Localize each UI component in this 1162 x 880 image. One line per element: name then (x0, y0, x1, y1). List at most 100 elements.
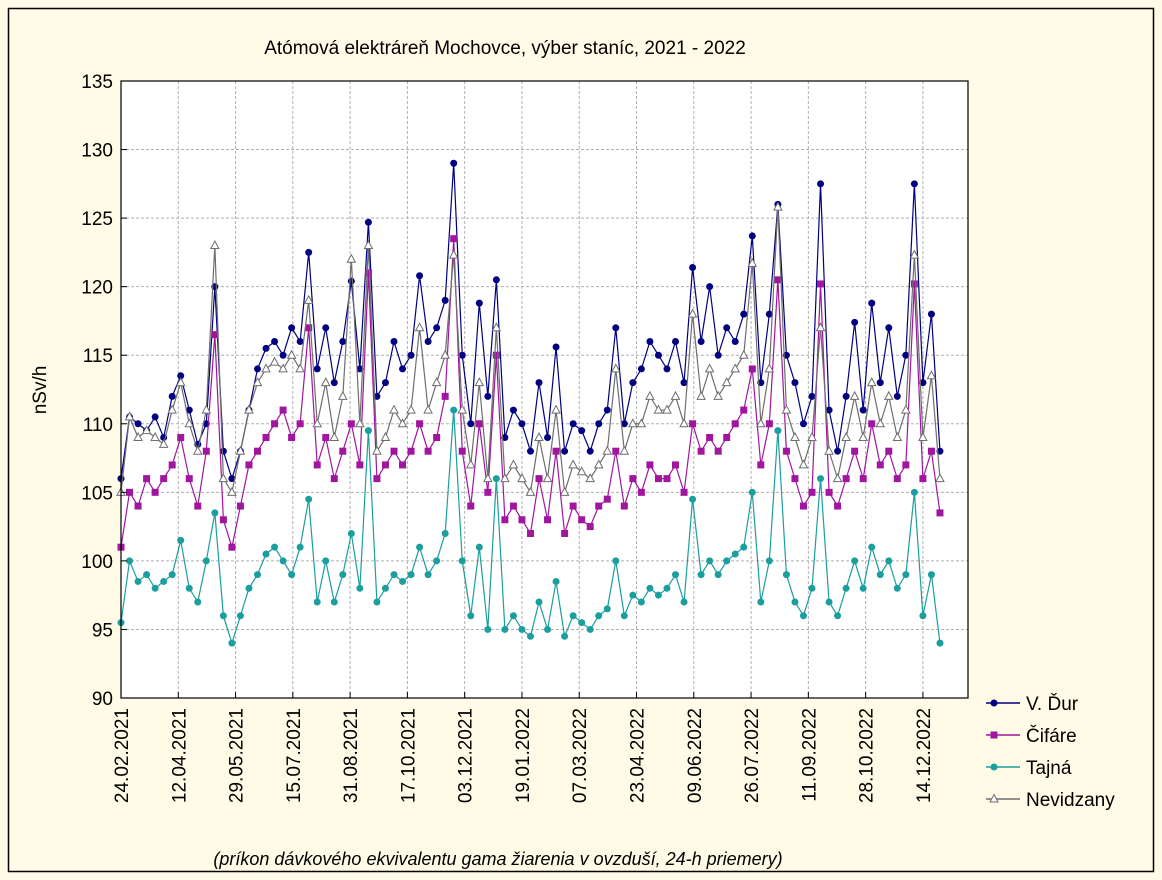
point (185, 475, 193, 483)
point (808, 488, 816, 496)
point (406, 404, 416, 414)
point (364, 427, 372, 435)
point (501, 516, 509, 524)
point (228, 543, 236, 551)
point (134, 420, 142, 428)
point (399, 577, 407, 585)
point (364, 269, 372, 277)
point (509, 406, 517, 414)
point (919, 379, 927, 387)
point (312, 418, 323, 428)
point (262, 344, 270, 352)
x-tick-label: 14.12.2022 (914, 708, 935, 803)
point (542, 473, 553, 483)
point (696, 390, 706, 400)
point (322, 557, 330, 565)
point (252, 377, 263, 387)
point (902, 571, 910, 579)
point (876, 379, 884, 387)
point (663, 584, 671, 592)
point (612, 324, 620, 332)
point (525, 486, 536, 496)
point (851, 447, 859, 455)
y-tick-label: 100 (81, 552, 113, 573)
legend-item: Tajná (986, 758, 1072, 779)
point (177, 536, 185, 544)
point (919, 612, 927, 620)
point (628, 418, 638, 428)
point (893, 392, 901, 400)
point (578, 516, 586, 524)
point (552, 577, 560, 585)
point (808, 584, 816, 592)
point (397, 418, 408, 428)
point (535, 598, 543, 606)
point (757, 461, 765, 469)
point (381, 584, 389, 592)
series-group (117, 235, 944, 551)
point (160, 475, 168, 483)
x-tick-label: 15.07.2021 (284, 708, 305, 803)
point (151, 488, 159, 496)
point (526, 632, 534, 640)
point (740, 543, 748, 551)
point (670, 390, 681, 400)
point (269, 356, 280, 366)
point (927, 447, 935, 455)
point (901, 404, 911, 414)
point (602, 445, 613, 455)
series-group (117, 406, 944, 647)
point (637, 488, 645, 496)
point (629, 475, 637, 483)
point (689, 420, 697, 428)
point (926, 370, 937, 380)
point (177, 433, 185, 441)
point (593, 459, 604, 469)
y-tick-label: 120 (81, 278, 113, 299)
point (441, 296, 449, 304)
point (184, 418, 195, 428)
point (721, 377, 732, 387)
point (834, 447, 842, 455)
point (279, 557, 287, 565)
point (433, 324, 441, 332)
point (918, 431, 928, 441)
point (501, 625, 509, 633)
point (390, 447, 398, 455)
point (279, 406, 287, 414)
point (175, 377, 186, 387)
point (748, 232, 756, 240)
point (296, 543, 304, 551)
point (936, 509, 944, 517)
point (697, 338, 705, 346)
point (706, 433, 714, 441)
point (646, 584, 654, 592)
point (586, 625, 594, 633)
point (373, 598, 381, 606)
y-tick-label: 125 (81, 209, 113, 230)
point (484, 488, 492, 496)
legend-label: V. Ďur (1026, 693, 1079, 715)
point (868, 543, 876, 551)
point (851, 318, 859, 326)
point (126, 557, 134, 565)
point (467, 612, 475, 620)
point (636, 418, 647, 428)
point (858, 431, 869, 441)
point (492, 276, 500, 284)
point (508, 459, 519, 469)
point (271, 420, 279, 428)
point (824, 445, 834, 455)
point (713, 390, 723, 400)
y-tick-label: 110 (83, 415, 113, 436)
point (825, 406, 833, 414)
point (150, 431, 160, 441)
point (133, 431, 143, 441)
point (738, 349, 749, 359)
point (168, 461, 176, 469)
point (561, 529, 569, 537)
point (194, 598, 202, 606)
point (322, 324, 330, 332)
point (859, 406, 867, 414)
legend-label: Čifáre (1026, 725, 1077, 747)
